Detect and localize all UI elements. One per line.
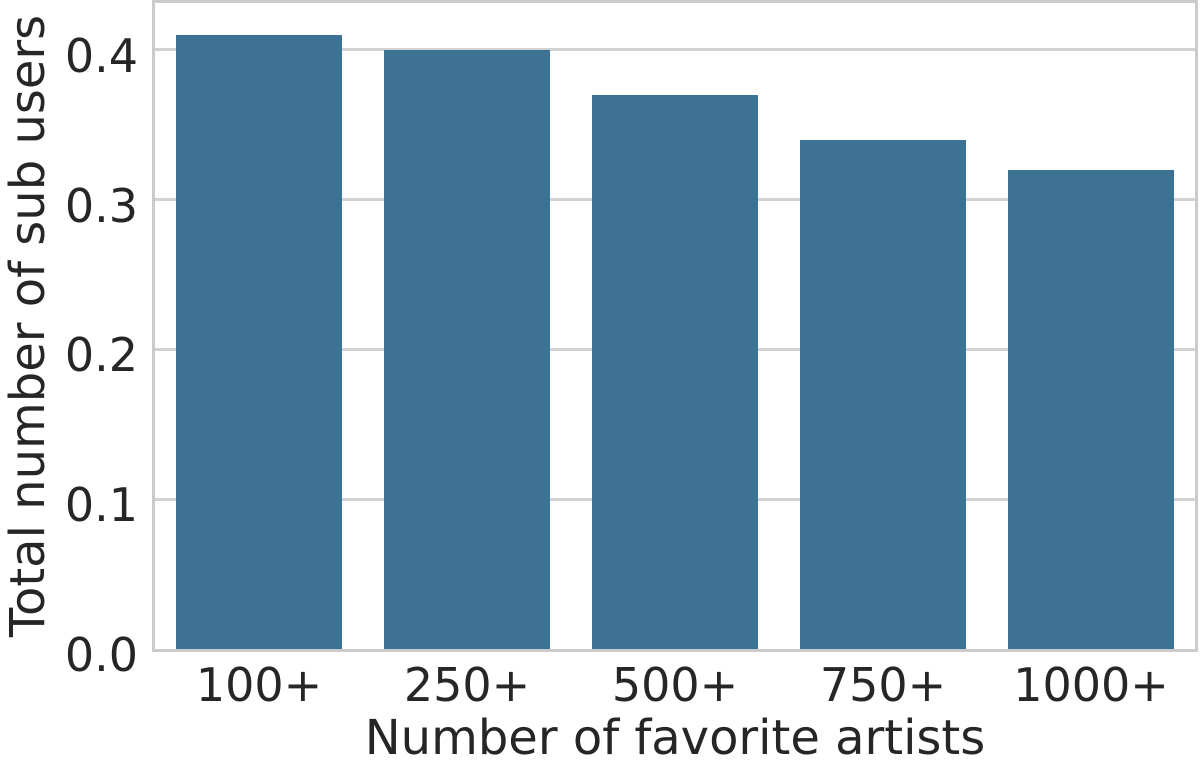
bar-1000+ (1007, 169, 1175, 649)
x-tick-label: 750+ (819, 658, 947, 712)
y-tick-label: 0.2 (64, 328, 138, 383)
x-tick-label: 250+ (403, 658, 531, 712)
bar-250+ (383, 49, 551, 649)
x-axis-label: Number of favorite artists (364, 710, 986, 765)
y-tick-label: 0.0 (64, 628, 138, 682)
y-axis-label: Total number of sub users (0, 14, 56, 638)
x-tick-label: 100+ (195, 658, 323, 712)
y-tick-label: 0.1 (64, 478, 138, 533)
gridline (155, 48, 1195, 52)
x-tick-label: 500+ (611, 658, 739, 712)
y-tick-label: 0.3 (64, 178, 138, 233)
bar-750+ (799, 139, 967, 649)
y-tick-label: 0.4 (64, 28, 138, 83)
bar-500+ (591, 94, 759, 649)
x-tick-label: 1000+ (1013, 658, 1169, 712)
plot-area (152, 0, 1198, 652)
bar-100+ (175, 34, 343, 649)
